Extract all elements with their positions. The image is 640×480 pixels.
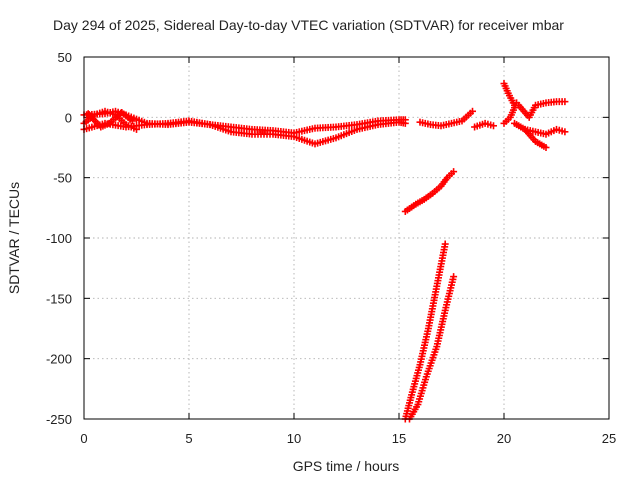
data-point-marker <box>128 117 136 125</box>
data-point-marker <box>441 240 449 248</box>
data-point-marker <box>450 168 458 176</box>
tick-label-layer: 0 5 10 15 20 25 -250 -200 -150 -100 -50 0 50 <box>46 50 616 446</box>
y-tick-label: -250 <box>46 412 72 427</box>
x-axis-label: GPS time / hours <box>293 458 400 474</box>
data-point-marker <box>542 144 550 151</box>
data-point-marker <box>450 273 458 281</box>
x-tick-label: 0 <box>80 431 87 446</box>
x-tick-label: 20 <box>497 431 511 446</box>
data-point-marker <box>561 128 569 136</box>
data-point-marker <box>490 122 497 130</box>
x-tick-label: 25 <box>602 431 616 446</box>
y-tick-label: -150 <box>46 291 72 306</box>
grid-layer <box>84 57 609 419</box>
y-axis-label: SDTVAR / TECUs <box>6 182 22 294</box>
data-point-marker <box>401 119 409 127</box>
x-tick-label: 5 <box>185 431 192 446</box>
x-tick-label: 15 <box>392 431 406 446</box>
y-tick-label: -200 <box>46 352 72 367</box>
data-point-marker <box>469 107 476 115</box>
y-tick-label: -50 <box>53 171 72 186</box>
y-tick-label: 0 <box>65 110 72 125</box>
marker-layer <box>80 80 569 423</box>
y-tick-label: -100 <box>46 231 72 246</box>
data-point-marker <box>561 98 569 106</box>
y-tick-label: 50 <box>58 50 72 65</box>
chart-title: Day 294 of 2025, Sidereal Day-to-day VTE… <box>53 17 564 33</box>
plot-frame <box>83 56 610 420</box>
data-point-marker <box>133 125 140 133</box>
x-tick-label: 10 <box>287 431 301 446</box>
